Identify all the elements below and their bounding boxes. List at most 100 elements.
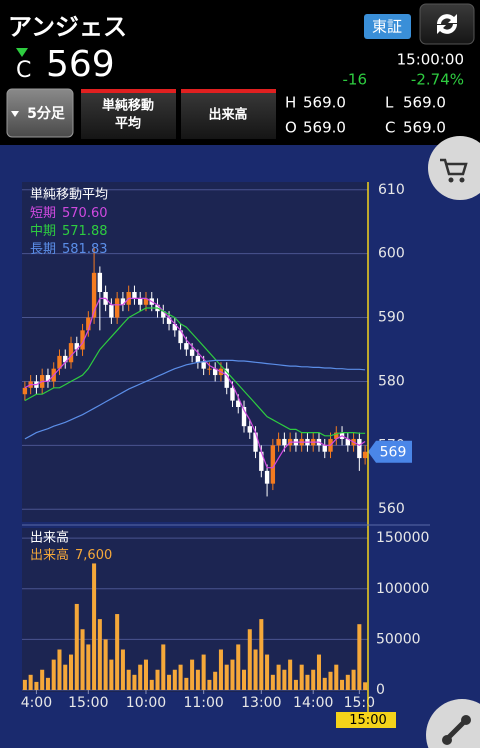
x-tick-label: 11:00 — [183, 695, 223, 711]
volume-bar — [132, 674, 137, 690]
volume-bar — [218, 649, 223, 690]
candle-body — [224, 368, 229, 388]
volume-bar — [270, 674, 275, 690]
volume-bar — [311, 669, 316, 690]
candle-body — [247, 426, 252, 433]
price-pane — [22, 182, 368, 522]
legend-value: 571.88 — [62, 224, 108, 239]
ohlc-key: L — [385, 94, 394, 112]
volume-bar — [167, 674, 172, 690]
volume-bar — [224, 664, 229, 690]
candle-body — [201, 362, 206, 369]
volume-bar — [80, 629, 85, 690]
legend-value: 570.60 — [62, 206, 108, 221]
refresh-icon — [437, 14, 457, 34]
legend-name: 長期 — [30, 242, 56, 257]
indicator-button[interactable] — [81, 89, 176, 139]
ohlc-value: 569.0 — [303, 94, 346, 112]
candle-body — [68, 343, 74, 363]
indicator-label: 単純移動 — [102, 98, 154, 114]
ohlc-value: 569.0 — [403, 119, 446, 137]
volume-label: 出来高 — [208, 107, 247, 123]
candle-body — [138, 298, 143, 305]
volume-button[interactable] — [181, 89, 276, 139]
refresh-button[interactable] — [419, 3, 475, 45]
x-tick-label: 4:00 — [21, 695, 52, 711]
volume-bar — [201, 654, 206, 690]
ohlc-value: 569.0 — [303, 119, 346, 137]
legend-name: 出来高 — [30, 547, 69, 563]
candle-body — [45, 375, 51, 382]
volume-active — [181, 89, 276, 93]
cart-wheel — [448, 177, 454, 183]
link-button[interactable] — [426, 699, 480, 748]
volume-bar — [92, 563, 97, 690]
down-arrow — [16, 48, 28, 57]
candle-body — [282, 438, 287, 446]
candle-body — [357, 438, 362, 459]
legend-title: 単純移動平均 — [30, 187, 108, 203]
y-tick-label: 0 — [376, 682, 385, 698]
candle-body — [97, 272, 103, 292]
legend-entry: 長期 581.83 — [30, 242, 108, 257]
candle-body — [132, 292, 137, 299]
volume-bar — [253, 649, 258, 690]
candle-body — [270, 445, 276, 484]
volume-bar — [109, 659, 114, 690]
indicator-label: 平均 — [115, 116, 141, 132]
candle-body — [80, 330, 85, 350]
volume-bar — [97, 619, 102, 690]
candle-body — [57, 355, 62, 369]
candle-body — [184, 343, 189, 350]
candle-body — [195, 355, 201, 363]
candle-body — [91, 272, 97, 318]
legend-entry: 中期 571.88 — [30, 224, 108, 239]
stock-name: アンジェス — [8, 13, 127, 41]
volume-bar — [120, 649, 125, 690]
volume-bar — [103, 639, 108, 690]
volume-bar — [155, 669, 160, 690]
volume-bar — [63, 664, 68, 690]
candle-body — [264, 470, 270, 484]
moving-average — [24, 359, 366, 440]
change: -16 — [343, 71, 368, 89]
legend-entry: 短期 570.60 — [30, 206, 108, 221]
volume-bar — [340, 679, 345, 690]
volume-bar — [351, 669, 356, 690]
volume-bar — [328, 671, 333, 690]
candle-body — [63, 355, 68, 363]
cart-wheel — [459, 177, 465, 183]
cart-button[interactable] — [428, 136, 480, 200]
ohlc-key: H — [285, 94, 296, 112]
y-tick-label: 600 — [378, 246, 405, 262]
candle-body — [241, 407, 247, 427]
candle-body — [212, 368, 218, 376]
candle-body — [109, 304, 114, 318]
volume-bar — [28, 674, 33, 690]
volume-bar — [68, 654, 74, 690]
volume-bar — [305, 674, 310, 690]
candle-body — [166, 317, 172, 324]
x-tick-label: 15:00 — [68, 695, 108, 711]
candle-body — [276, 438, 281, 446]
link-dot — [461, 715, 471, 725]
candle-body — [172, 323, 178, 331]
volume-bar — [247, 629, 252, 690]
candle-body — [178, 330, 183, 344]
volume-bar — [334, 664, 339, 690]
y-tick-label: 590 — [378, 310, 405, 326]
link-icon — [445, 719, 467, 741]
volume-bar — [322, 677, 327, 690]
moving-average — [24, 297, 366, 469]
candle-body — [362, 451, 368, 459]
volume-bar — [241, 669, 247, 690]
candle-body — [120, 298, 126, 305]
y-tick-label: 150000 — [376, 530, 429, 546]
legend-name: 短期 — [30, 206, 56, 221]
candle-body — [143, 298, 149, 305]
x-tick-label: 15:0 — [344, 695, 375, 711]
volume-bar — [276, 664, 281, 690]
volume-bar — [345, 674, 350, 690]
interval-button[interactable] — [6, 88, 74, 138]
